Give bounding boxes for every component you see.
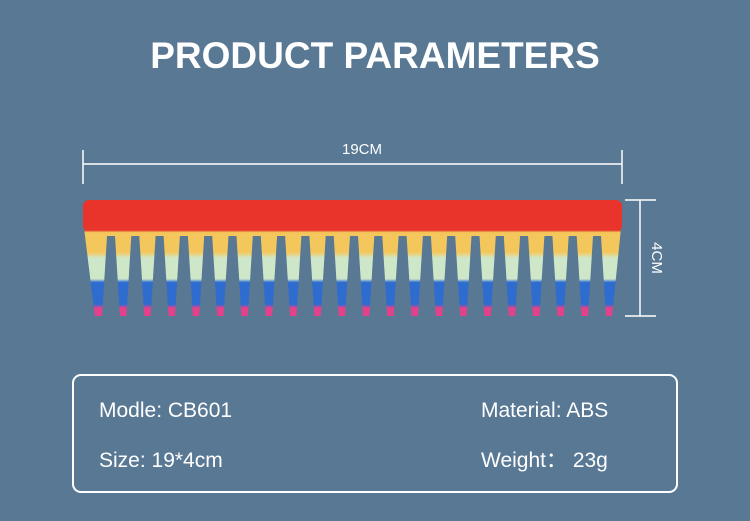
comb-gap <box>247 236 266 317</box>
spec-text: Size: 19*4cm <box>99 449 223 472</box>
spec-box <box>72 374 678 493</box>
comb-gap <box>199 236 218 317</box>
comb-gap <box>150 236 169 317</box>
comb-gap <box>539 236 558 317</box>
comb-gap <box>102 236 120 317</box>
comb-gap <box>320 236 339 317</box>
comb-gap <box>296 236 315 317</box>
comb-gap <box>612 228 623 317</box>
comb-gap <box>466 236 485 317</box>
comb-gap <box>223 236 242 317</box>
comb-gap <box>345 236 363 317</box>
comb-gap <box>563 236 582 317</box>
comb-gap <box>82 228 95 317</box>
comb <box>82 200 623 317</box>
comb-gap <box>174 236 193 317</box>
comb-gap <box>417 236 436 317</box>
comb-gap <box>126 236 145 317</box>
spec-text: Weight： 23g <box>481 449 608 472</box>
comb-gap <box>442 236 461 317</box>
spec-text: Material: ABS <box>481 399 608 422</box>
comb-gap <box>490 236 509 317</box>
comb-gap <box>369 236 388 317</box>
spec-text: Modle: CB601 <box>99 399 232 422</box>
comb-gap <box>588 236 606 317</box>
length-label: 19CM <box>342 141 382 158</box>
title: PRODUCT PARAMETERS <box>150 35 600 76</box>
comb-gap <box>393 236 412 317</box>
height-label: 4CM <box>648 242 665 274</box>
comb-gap <box>272 236 291 317</box>
comb-gap <box>515 236 534 317</box>
